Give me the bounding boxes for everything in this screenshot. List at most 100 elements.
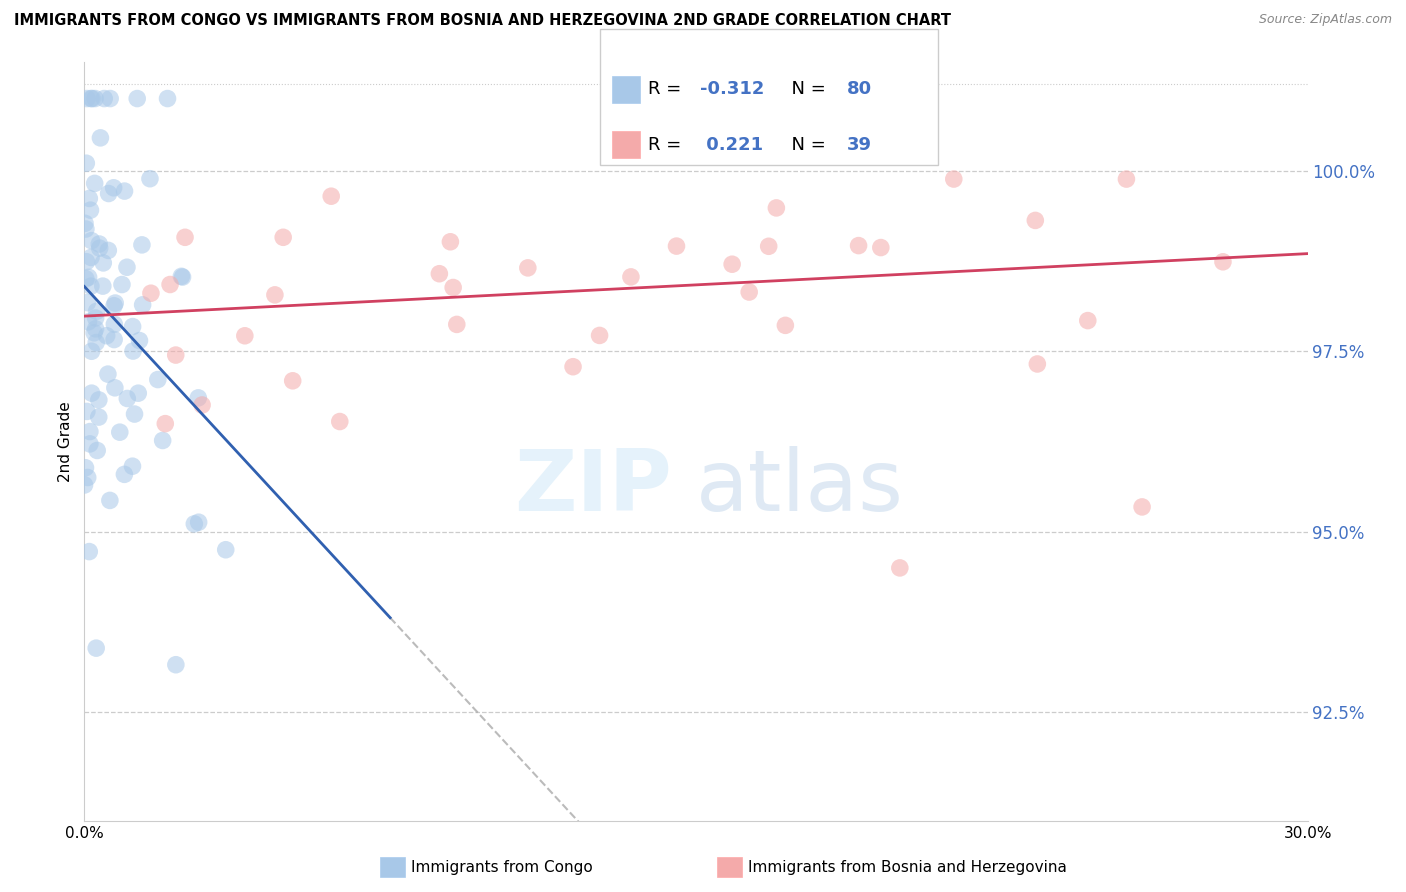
Point	[165, 348, 187, 362]
Point	[87, 410, 110, 425]
Point	[191, 398, 214, 412]
Point	[114, 184, 136, 198]
Point	[1212, 255, 1234, 269]
Text: 80: 80	[846, 80, 872, 98]
Point	[84, 91, 107, 105]
Point	[89, 241, 111, 255]
Point	[80, 344, 103, 359]
Point	[79, 425, 101, 439]
Point	[122, 344, 145, 359]
Text: N =: N =	[780, 136, 832, 153]
Point	[79, 437, 101, 451]
Point	[1115, 172, 1137, 186]
Text: Immigrants from Bosnia and Herzegovina: Immigrants from Bosnia and Herzegovina	[748, 860, 1067, 874]
Text: IMMIGRANTS FROM CONGO VS IMMIGRANTS FROM BOSNIA AND HERZEGOVINA 2ND GRADE CORREL: IMMIGRANTS FROM CONGO VS IMMIGRANTS FROM…	[14, 13, 950, 29]
Point	[76, 254, 98, 268]
Point	[516, 260, 538, 275]
Point	[83, 326, 105, 340]
Point	[76, 91, 98, 105]
Point	[588, 328, 610, 343]
Point	[93, 91, 115, 105]
Text: N =: N =	[780, 80, 832, 98]
Text: 0.221: 0.221	[700, 136, 763, 153]
Point	[76, 295, 98, 310]
Point	[89, 131, 111, 145]
Point	[77, 315, 100, 329]
Point	[91, 279, 114, 293]
Point	[894, 91, 917, 105]
Point	[738, 285, 761, 299]
Point	[73, 216, 96, 230]
Point	[73, 478, 96, 492]
Point	[165, 657, 187, 672]
Point	[889, 561, 911, 575]
Point	[215, 542, 238, 557]
Point	[79, 203, 101, 218]
Point	[848, 238, 870, 252]
Point	[83, 177, 105, 191]
Point	[124, 407, 146, 421]
Point	[172, 270, 194, 285]
Point	[1130, 500, 1153, 514]
Point	[121, 459, 143, 474]
Point	[79, 191, 101, 205]
Point	[446, 318, 468, 332]
Text: R =: R =	[648, 136, 688, 153]
Y-axis label: 2nd Grade: 2nd Grade	[58, 401, 73, 482]
Point	[103, 333, 125, 347]
Point	[146, 373, 169, 387]
Point	[84, 311, 107, 326]
Text: 39: 39	[846, 136, 872, 153]
Point	[139, 171, 162, 186]
Point	[439, 235, 461, 249]
Text: Source: ZipAtlas.com: Source: ZipAtlas.com	[1258, 13, 1392, 27]
Point	[111, 277, 134, 292]
Point	[800, 118, 823, 132]
Point	[108, 425, 131, 439]
Point	[112, 467, 135, 482]
Point	[75, 272, 97, 286]
Point	[156, 91, 179, 105]
Point	[103, 318, 125, 332]
Point	[264, 288, 287, 302]
Text: Immigrants from Congo: Immigrants from Congo	[411, 860, 592, 874]
Point	[97, 186, 120, 201]
Point	[77, 270, 100, 285]
Point	[869, 241, 891, 255]
Point	[187, 391, 209, 405]
Point	[721, 257, 744, 271]
Point	[77, 544, 100, 558]
Point	[1024, 213, 1046, 227]
Point	[97, 367, 120, 381]
Point	[89, 237, 111, 252]
Point	[96, 328, 118, 343]
Point	[103, 181, 125, 195]
Point	[441, 280, 464, 294]
Point	[82, 91, 104, 105]
Point	[80, 279, 103, 293]
Point	[80, 234, 103, 248]
Point	[98, 493, 121, 508]
Point	[665, 239, 688, 253]
Point	[86, 304, 108, 318]
Point	[427, 267, 450, 281]
Point	[159, 277, 181, 292]
Point	[97, 244, 120, 258]
Point	[80, 91, 103, 105]
Point	[562, 359, 585, 374]
Point	[183, 516, 205, 531]
Point	[271, 230, 294, 244]
Point	[75, 222, 97, 236]
Text: ZIP: ZIP	[513, 445, 672, 529]
Point	[765, 201, 787, 215]
Point	[747, 118, 769, 132]
Point	[1077, 313, 1099, 327]
Point	[84, 335, 107, 350]
Point	[121, 319, 143, 334]
Point	[84, 322, 107, 336]
Point	[76, 404, 98, 418]
Point	[104, 296, 127, 310]
Text: -0.312: -0.312	[700, 80, 765, 98]
Point	[329, 415, 352, 429]
Point	[115, 260, 138, 275]
